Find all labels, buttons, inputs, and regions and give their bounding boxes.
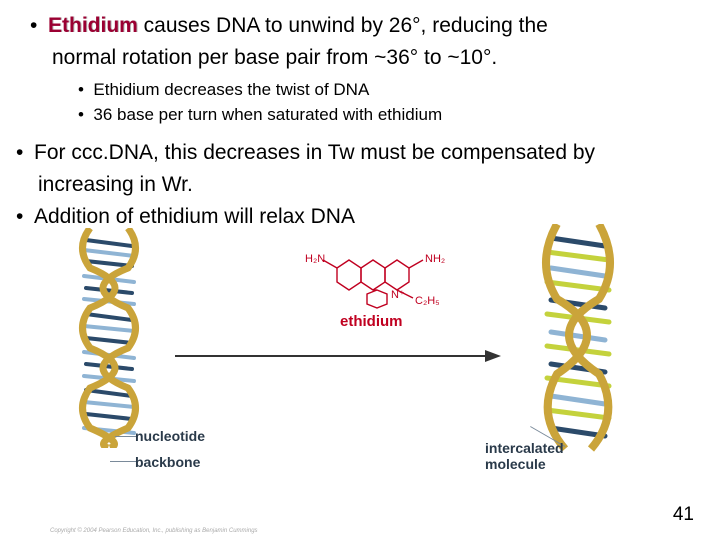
mol-nh2: NH₂ — [425, 253, 445, 265]
bullet-marker: • — [16, 139, 34, 167]
line3-text: For ccc.DNA, this decreases in Tw must b… — [34, 141, 595, 164]
figure-area: H₂N NH₂ N⁺ C₂H₅ ethidium nucleotide back… — [45, 228, 675, 503]
copyright-text: Copyright © 2004 Pearson Education, Inc.… — [50, 528, 258, 534]
dna-helix-left — [70, 228, 150, 448]
leader-line — [115, 436, 137, 437]
page-number: 41 — [673, 504, 694, 526]
ethidium-keyword: Ethidium — [48, 14, 138, 37]
bullet-line-2: normal rotation per base pair from ~36° … — [30, 44, 690, 72]
mol-h2n: H₂N — [305, 253, 325, 265]
nucleotide-label: nucleotide — [135, 428, 205, 444]
leader-line — [110, 461, 136, 462]
line4-text: increasing in Wr. — [38, 173, 193, 196]
bullet-marker: • — [16, 203, 34, 231]
line2-text: normal rotation per base pair from ~36° … — [52, 46, 497, 69]
bullet-line-1: •Ethidium causes DNA to unwind by 26°, r… — [30, 12, 690, 40]
mol-c2h5: C₂H₅ — [415, 295, 440, 307]
line1-rest: causes DNA to unwind by 26°, reducing th… — [138, 14, 548, 37]
bullet-marker: • — [30, 12, 48, 40]
dna-helix-right — [535, 224, 625, 454]
bullet-line-4: increasing in Wr. — [30, 171, 690, 199]
sub-bullet-2: • 36 base per turn when saturated with e… — [78, 104, 690, 127]
sub-bullet-1: • Ethidium decreases the twist of DNA — [78, 79, 690, 102]
mol-nplus: N⁺ — [391, 289, 405, 301]
sub-bullet-list: • Ethidium decreases the twist of DNA • … — [78, 79, 690, 127]
backbone-label: backbone — [135, 454, 200, 470]
ethidium-label: ethidium — [340, 313, 403, 330]
reaction-arrow-icon — [175, 346, 505, 366]
line5-text: Addition of ethidium will relax DNA — [34, 205, 355, 228]
bullet-line-3: •For ccc.DNA, this decreases in Tw must … — [16, 139, 690, 167]
intercalated-label: intercalated molecule — [485, 440, 564, 472]
